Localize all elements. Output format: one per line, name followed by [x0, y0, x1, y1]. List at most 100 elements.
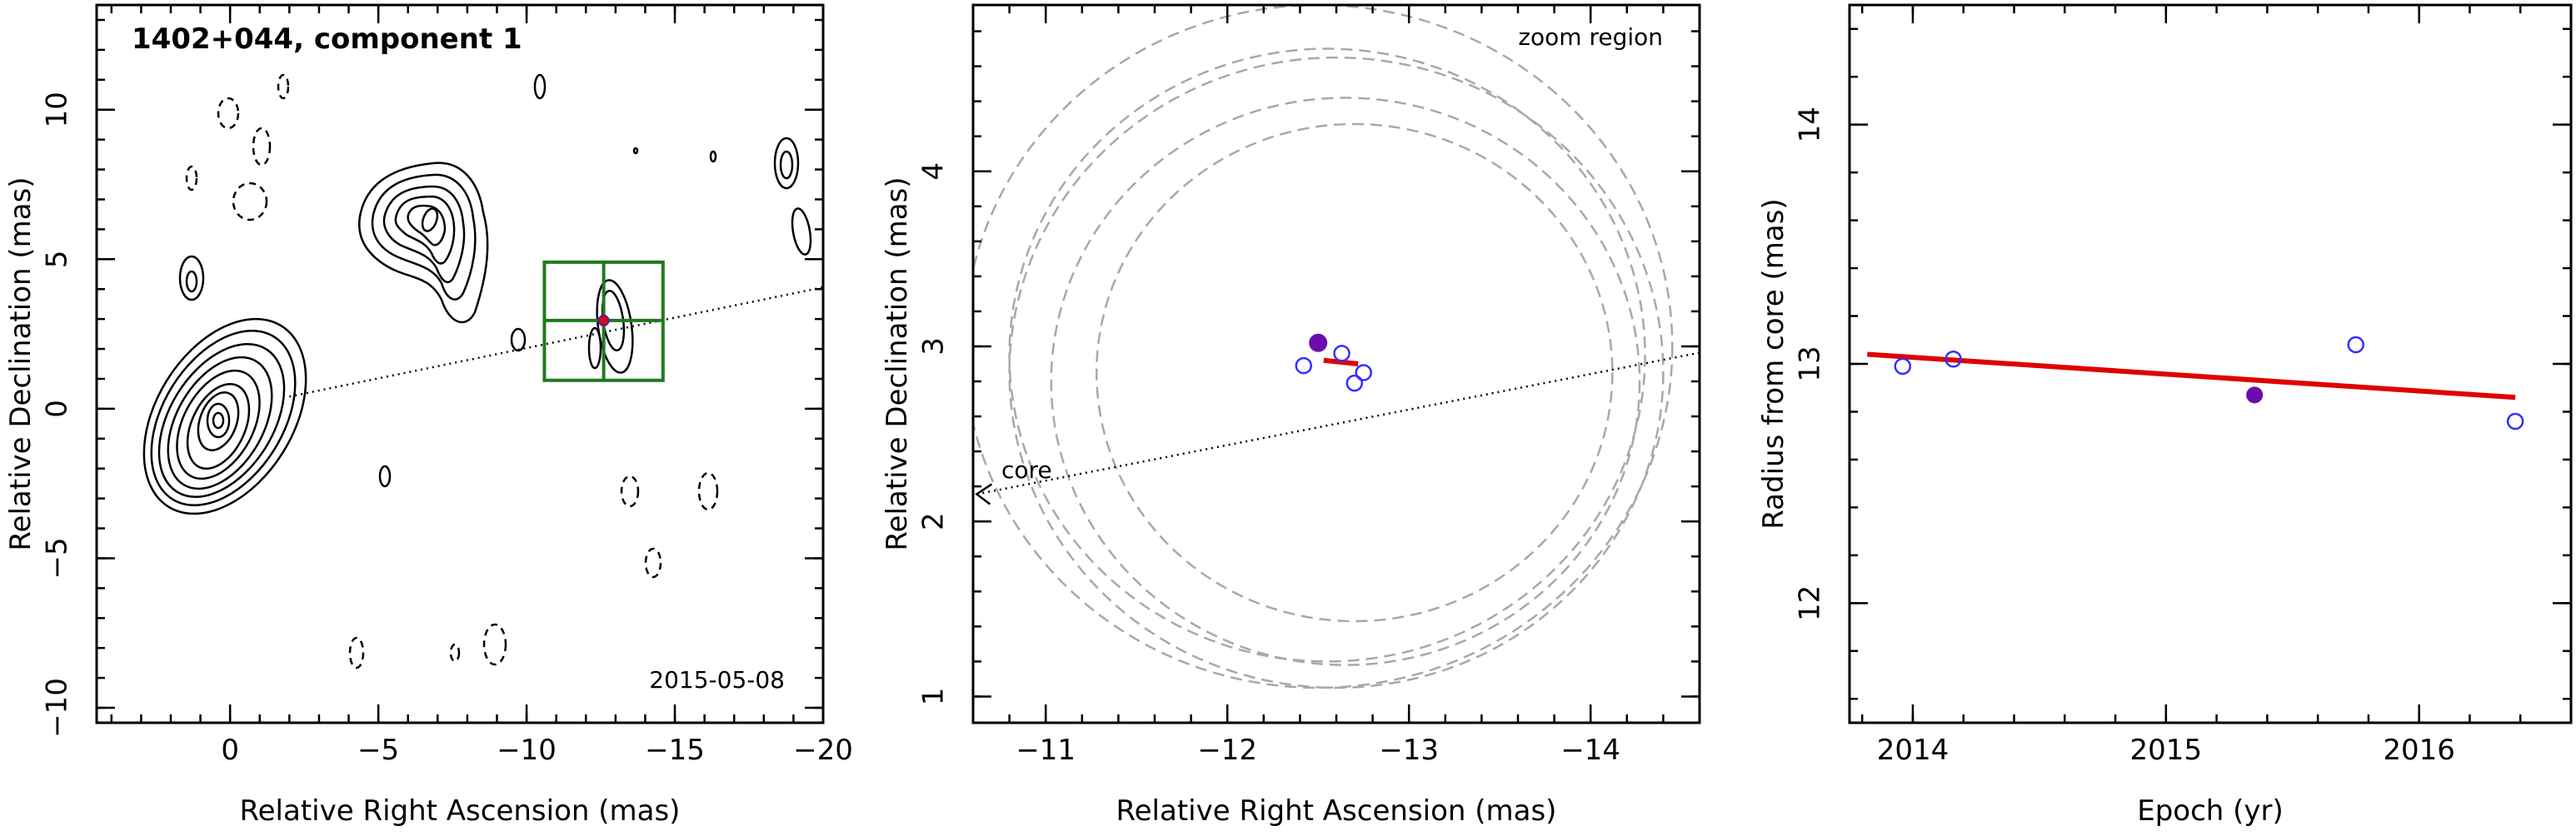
zoom-circle [1095, 122, 1614, 623]
panel2-ylabel: Relative Declination (mas) [881, 177, 914, 550]
x-tick-label: 0 [221, 734, 239, 767]
core-label: core [1001, 456, 1052, 484]
contour-line [167, 356, 273, 490]
panel-zoom-region: −11 −12 −13 −14 1 2 3 4 zoom region core Relati… [881, 3, 1701, 828]
contour-line [186, 382, 251, 470]
panel3-frame [1848, 3, 2573, 724]
contour-line [348, 636, 365, 669]
contour-line [596, 279, 634, 374]
contour-line [407, 204, 447, 246]
contour-line [697, 471, 719, 511]
panel-radius-vs-epoch: 2014 2015 2016 12 13 14 Epoch (yr) Radius fro… [1757, 3, 2573, 828]
x-tick-label: −13 [1379, 734, 1439, 767]
contour-line [791, 207, 812, 256]
x-tick-label: 2014 [1877, 734, 1949, 767]
contour-line [358, 162, 489, 324]
open-point-marker [1345, 374, 1364, 392]
zoom-region-annotation: zoom region [1518, 23, 1663, 51]
core-axis-line [976, 351, 1700, 495]
x-tick-label: 2016 [2383, 734, 2455, 767]
y-tick-label: 13 [1794, 346, 1827, 381]
x-tick-label: −20 [793, 734, 853, 767]
contour-line [510, 327, 527, 352]
zoom-circle [973, 5, 1674, 689]
contour-plot-area [142, 73, 823, 669]
panel1-ylabel: Relative Declination (mas) [4, 177, 37, 550]
panel1-xlabel: Relative Right Ascension (mas) [240, 794, 681, 828]
zoom-circles [973, 5, 1674, 689]
contour-line [176, 369, 261, 480]
y-tick-label: 12 [1794, 585, 1827, 621]
y-tick-label: 14 [1794, 107, 1827, 142]
panel1-title: 1402+044, component 1 [132, 22, 522, 56]
x-tick-label: −12 [1197, 734, 1257, 767]
filled-point-marker [1309, 333, 1328, 352]
x-tick-label: −5 [357, 734, 399, 767]
contour-line [371, 173, 477, 301]
radius-markers [1894, 336, 2524, 430]
contour-line [587, 326, 602, 370]
y-tick-label: 4 [917, 162, 951, 181]
x-tick-label: −15 [645, 734, 705, 767]
contour-line [150, 330, 297, 506]
open-point-marker [2347, 336, 2364, 354]
contour-line [779, 150, 794, 180]
contour-line [378, 465, 392, 488]
open-point-marker [1333, 345, 1350, 362]
x-tick-label: −11 [1016, 734, 1076, 767]
panel1-date-label: 2015-05-08 [649, 666, 785, 694]
contour-line [394, 195, 456, 265]
contour-line [157, 343, 286, 498]
y-tick-label: −10 [41, 678, 74, 738]
contour-line [277, 73, 290, 100]
radius-plot-area [1867, 336, 2524, 430]
x-tick-label: −10 [497, 734, 557, 767]
contour-line [185, 165, 198, 192]
open-point-marker [1355, 364, 1372, 381]
y-tick-label: 1 [917, 688, 951, 706]
contour-line [217, 97, 240, 130]
contour-line [252, 127, 272, 167]
y-tick-label: 2 [917, 512, 951, 530]
jet-contours [358, 162, 489, 324]
contour-line [421, 207, 439, 232]
zoom-plot-area [973, 5, 1700, 689]
core-direction-arrow [975, 483, 993, 505]
contour-line [178, 255, 205, 301]
contour-line [206, 402, 231, 439]
panel3-xlabel: Epoch (yr) [2137, 794, 2284, 828]
panel2-ticks: −11 −12 −13 −14 1 2 3 4 [917, 5, 1701, 767]
y-tick-label: 5 [41, 250, 74, 268]
contour-line [644, 547, 662, 579]
zoom-circle [1050, 97, 1641, 666]
small-contours [178, 73, 812, 488]
panel3-ticks: 2014 2015 2016 12 13 14 [1794, 5, 2573, 767]
panel2-frame [971, 3, 1701, 724]
zoom-circle [1008, 47, 1646, 663]
contour-line [709, 150, 717, 163]
contour-line [232, 182, 268, 221]
open-point-marker [1944, 351, 1962, 368]
zoom-circle [1008, 56, 1665, 689]
contour-line [212, 411, 225, 430]
contour-line [382, 185, 466, 284]
contour-line [142, 317, 307, 515]
panel1-ticks: 0 −5 −10 −15 −20 −10 −5 0 5 10 [41, 5, 853, 767]
y-tick-label: 10 [41, 92, 74, 127]
contour-line [449, 643, 461, 663]
x-tick-label: 2015 [2130, 734, 2203, 767]
fit-segment [1323, 357, 1359, 366]
open-point-marker [1295, 356, 1313, 375]
core-contours [142, 317, 307, 515]
panel1-frame [95, 3, 825, 724]
filled-point-marker [2246, 386, 2264, 404]
y-tick-label: −5 [41, 537, 74, 579]
fit-line [1867, 351, 2516, 401]
y-tick-label: 3 [917, 337, 951, 356]
y-tick-label: 0 [41, 400, 74, 418]
panel2-xlabel: Relative Right Ascension (mas) [1116, 794, 1557, 828]
open-point-marker [1894, 357, 1912, 376]
position-markers [1295, 333, 1372, 392]
contour-line [632, 147, 639, 155]
open-point-marker [2506, 412, 2524, 430]
